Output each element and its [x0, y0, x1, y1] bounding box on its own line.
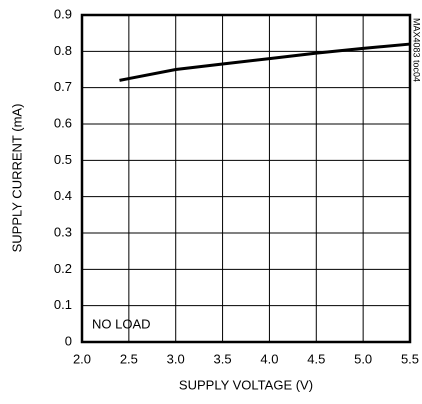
y-tick-label: 0.6: [54, 115, 72, 130]
plot-frame: [80, 13, 412, 344]
x-tick-label: 3.5: [214, 351, 232, 366]
y-axis-label: SUPPLY CURRENT (mA): [9, 104, 24, 253]
y-tick-label: 0.8: [54, 43, 72, 58]
x-tick-label: 2.5: [120, 351, 138, 366]
y-tick-label: 0.7: [54, 79, 72, 94]
x-tick-label: 2.0: [73, 351, 91, 366]
y-tick-label: 0.9: [54, 6, 72, 21]
y-tick-label: 0.2: [54, 261, 72, 276]
y-tick-label: 0.4: [54, 188, 72, 203]
x-tick-label: 3.0: [167, 351, 185, 366]
y-tick-label: 0.1: [54, 297, 72, 312]
y-tick-label: 0: [65, 333, 72, 348]
x-tick-label: 4.5: [307, 351, 325, 366]
annotation: NO LOAD: [92, 316, 151, 331]
x-axis-label: SUPPLY VOLTAGE (V): [179, 377, 313, 392]
y-tick-label: 0.3: [54, 224, 72, 239]
y-tick-label: 0.5: [54, 152, 72, 167]
x-tick-label: 5.0: [354, 351, 372, 366]
x-tick-label: 4.0: [260, 351, 278, 366]
annotation: MAX4083 toc04: [412, 18, 422, 82]
x-tick-label: 5.5: [401, 351, 419, 366]
data-line: [119, 42, 411, 82]
